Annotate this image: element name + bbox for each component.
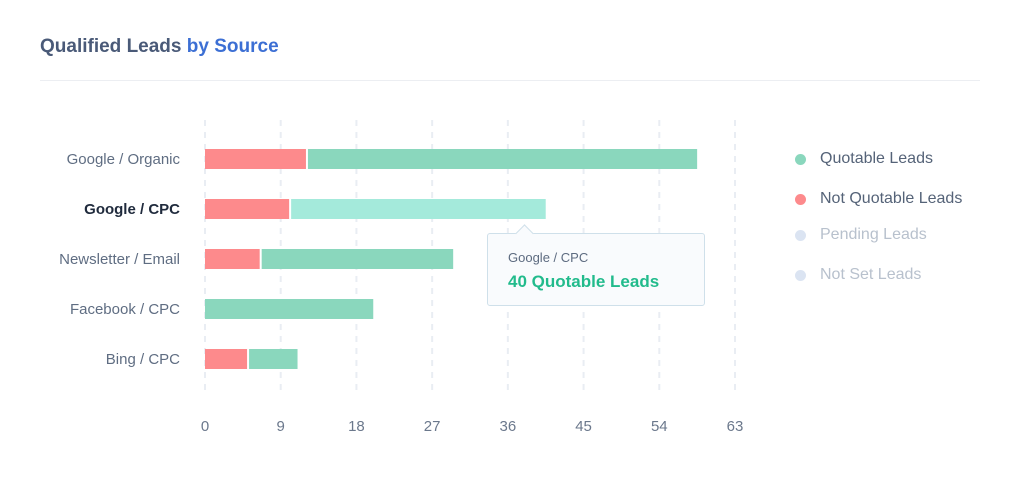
x-axis-tick-labels: 0 9 18 27 36 45 54 63: [201, 418, 744, 435]
x-tick-label-36: 36: [500, 418, 517, 435]
bar-google-organic-quotable[interactable]: [307, 149, 698, 169]
bar-newsletter-email-not-quotable[interactable]: [205, 249, 260, 269]
x-tick-label-54: 54: [651, 418, 668, 435]
x-tick-label-27: 27: [424, 418, 441, 435]
category-labels: Google / Organic Google / CPC Newsletter /…: [59, 151, 180, 368]
chart-title-accent: by Source: [186, 36, 279, 57]
chart-title-main: Qualified Leads: [40, 36, 182, 57]
legend-label: Not Quotable Leads: [820, 190, 963, 207]
category-label-facebook-cpc: Facebook / CPC: [70, 301, 180, 318]
leads-bar-chart: Google / Organic Google / CPC Newsletter /…: [59, 120, 744, 435]
legend-item-pending-leads[interactable]: Pending Leads: [795, 224, 962, 246]
tooltip-source: Google / CPC: [508, 250, 589, 265]
bar-bing-cpc-quotable[interactable]: [249, 349, 298, 369]
bar-newsletter-email-quotable[interactable]: [261, 249, 454, 269]
bar-google-organic-not-quotable[interactable]: [205, 149, 306, 169]
category-label-newsletter-email: Newsletter / Email: [59, 251, 180, 268]
category-label-bing-cpc: Bing / CPC: [106, 351, 180, 368]
bar-bing-cpc-not-quotable[interactable]: [205, 349, 248, 369]
legend-item-quotable-leads[interactable]: Quotable Leads: [795, 148, 962, 170]
x-tick-label-63: 63: [727, 418, 744, 435]
bar-google-cpc-quotable[interactable]: [291, 199, 546, 219]
legend-dot-not-set: [795, 270, 806, 281]
x-tick-label-45: 45: [575, 418, 592, 435]
legend-dot-not-quotable: [795, 194, 806, 205]
chart-title: Qualified Leads by Source: [40, 36, 279, 58]
bar-google-cpc-not-quotable[interactable]: [205, 199, 290, 219]
legend-label: Pending Leads: [820, 226, 927, 243]
legend-item-not-set-leads[interactable]: Not Set Leads: [795, 264, 962, 286]
title-divider: [40, 80, 980, 81]
category-label-google-cpc: Google / CPC: [84, 201, 180, 218]
bar-facebook-cpc-quotable[interactable]: [205, 299, 374, 319]
bars: [205, 149, 698, 369]
category-label-google-organic: Google / Organic: [67, 151, 181, 168]
legend-dot-pending: [795, 230, 806, 241]
x-tick-label-9: 9: [277, 418, 285, 435]
legend-dot-quotable: [795, 154, 806, 165]
legend-label: Quotable Leads: [820, 150, 933, 167]
legend-item-not-quotable-leads[interactable]: Not Quotable Leads: [795, 188, 962, 210]
legend-label: Not Set Leads: [820, 266, 922, 283]
x-tick-label-18: 18: [348, 418, 365, 435]
bar-tooltip: Google / CPC 40 Quotable Leads: [487, 233, 705, 306]
chart-legend: Quotable Leads Not Quotable Leads Pendin…: [795, 148, 962, 286]
tooltip-value: 40 Quotable Leads: [508, 272, 660, 291]
x-tick-label-0: 0: [201, 418, 209, 435]
